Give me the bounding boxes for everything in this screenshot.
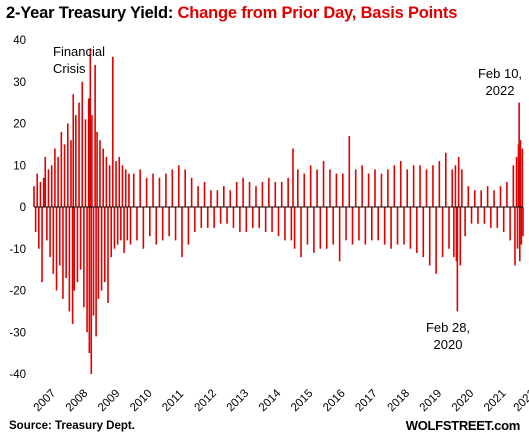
x-tick-label-15: 2022 bbox=[512, 388, 529, 415]
x-tick-label-7: 2014 bbox=[257, 387, 284, 414]
brand-watermark: WOLFSTREET.com bbox=[405, 418, 521, 433]
annotation-1: Feb 10, 2022 bbox=[478, 66, 522, 98]
x-tick-label-12: 2019 bbox=[418, 388, 445, 415]
y-tick-label-1: 30 bbox=[13, 77, 26, 89]
x-tick-label-2: 2009 bbox=[96, 388, 123, 415]
x-axis: 2007 2008 2009 2010 2011 2012 2013 2014 2015 2016… bbox=[32, 387, 529, 414]
x-tick-label-9: 2016 bbox=[321, 388, 348, 415]
y-tick-label-3: 10 bbox=[13, 160, 26, 172]
x-tick-label-10: 2017 bbox=[353, 388, 380, 415]
annotation-0: Financial Crisis bbox=[53, 44, 105, 76]
x-tick-label-0: 2007 bbox=[32, 388, 59, 415]
y-tick-label-4: 0 bbox=[20, 202, 26, 214]
annotations-layer: Financial Crisis Feb 10, 2022 Feb 28, 2020 bbox=[53, 44, 522, 352]
annotation-2: Feb 28, 2020 bbox=[426, 320, 470, 352]
y-tick-label-7: -30 bbox=[9, 327, 26, 339]
source-note: Source: Treasury Dept. bbox=[9, 420, 135, 432]
chart-title: 2-Year Treasury Yield: Change from Prior… bbox=[6, 4, 457, 23]
y-axis: 40 30 20 10 0 -10 -20 -30 -40 bbox=[9, 35, 26, 381]
y-tick-label-5: -10 bbox=[9, 244, 26, 256]
x-tick-label-13: 2020 bbox=[450, 388, 477, 415]
x-tick-label-4: 2011 bbox=[160, 388, 186, 414]
x-tick-label-11: 2018 bbox=[386, 388, 413, 415]
x-tick-label-3: 2010 bbox=[128, 388, 155, 415]
x-tick-label-8: 2015 bbox=[289, 388, 316, 415]
title-red-part: Change from Prior Day, Basis Points bbox=[177, 4, 458, 22]
x-tick-label-5: 2012 bbox=[192, 388, 219, 415]
bars-layer bbox=[33, 48, 524, 374]
title-black-part: 2-Year Treasury Yield: bbox=[6, 4, 178, 22]
y-tick-label-2: 20 bbox=[13, 119, 26, 131]
y-tick-label-8: -40 bbox=[9, 369, 26, 381]
x-tick-label-1: 2008 bbox=[64, 388, 91, 415]
x-tick-label-6: 2013 bbox=[225, 388, 252, 415]
y-tick-label-6: -20 bbox=[9, 286, 26, 298]
y-tick-label-0: 40 bbox=[13, 35, 26, 47]
x-tick-label-14: 2021 bbox=[482, 388, 509, 415]
